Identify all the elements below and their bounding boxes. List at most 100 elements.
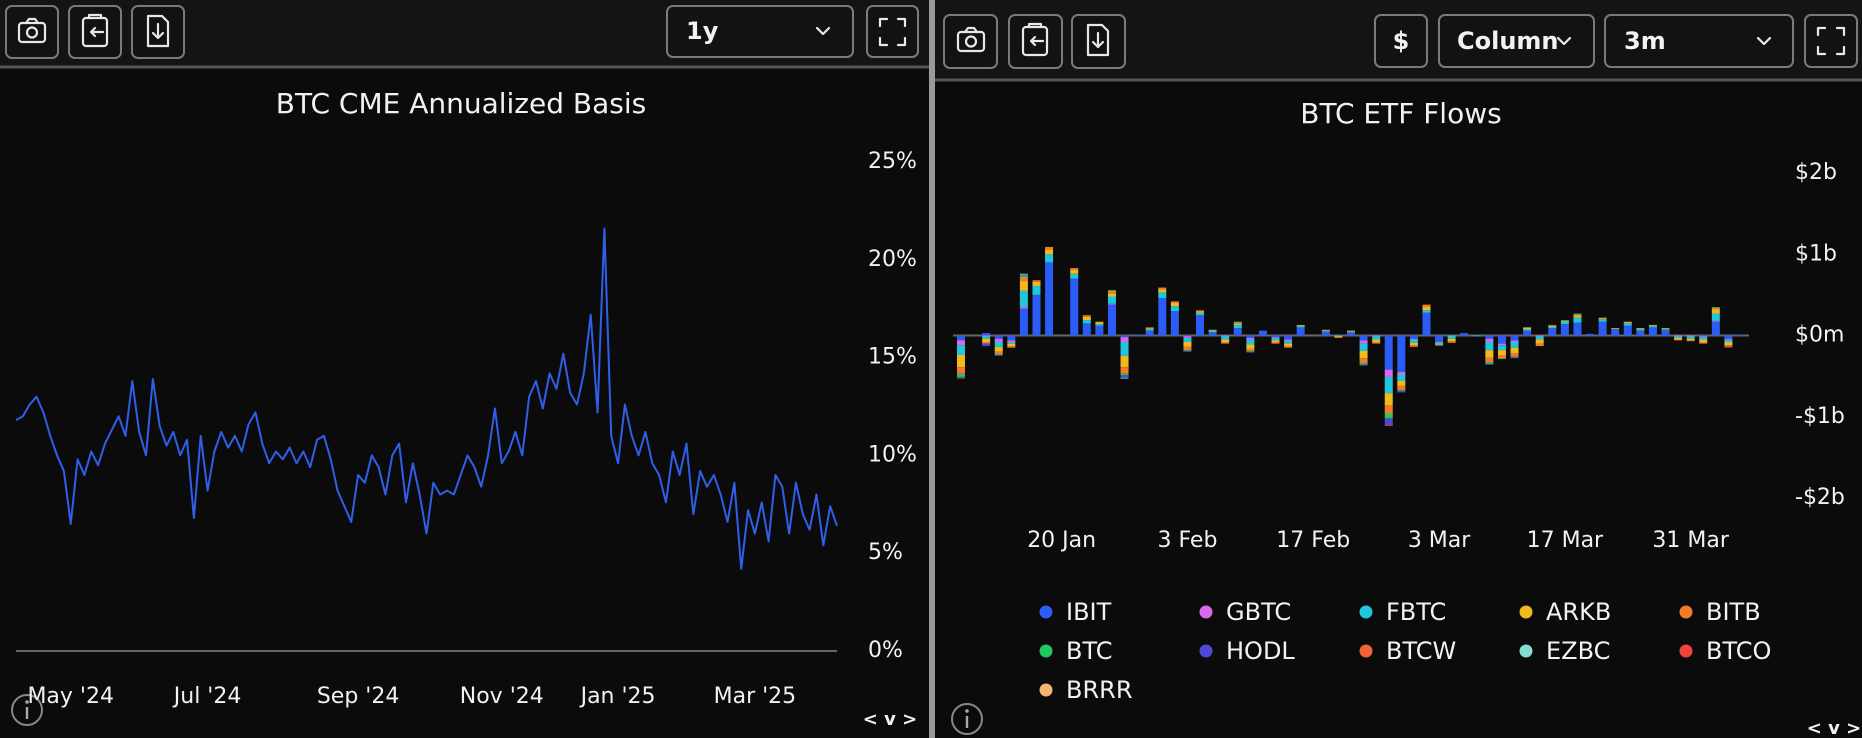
bar-segment (1347, 330, 1355, 332)
bar-segment (1560, 320, 1569, 321)
bar-segment (1636, 328, 1645, 329)
fullscreen-button[interactable] (1804, 14, 1858, 68)
bar-segment (1510, 347, 1519, 354)
bar-segment (1183, 335, 1192, 337)
legend-label: BRRR (1066, 676, 1133, 704)
bar-segment (1120, 377, 1129, 379)
bar-segment (1497, 343, 1506, 346)
bar-segment (1095, 322, 1104, 325)
bar-segment (1208, 329, 1217, 331)
bar-segment (1221, 335, 1230, 337)
bar-segment (1510, 357, 1519, 359)
bar-segment (1485, 362, 1494, 364)
bar-segment (1397, 335, 1406, 373)
bar-segment (1120, 355, 1129, 368)
bar-segment (1636, 330, 1645, 336)
x-tick-label: Mar '25 (714, 684, 797, 709)
bar-segment (1158, 289, 1167, 293)
bar-segment (1082, 315, 1091, 317)
bar-segment (1359, 340, 1368, 344)
camera-button[interactable] (5, 5, 59, 59)
bar-segment (1334, 336, 1343, 338)
bar-segment (1271, 337, 1280, 341)
bar-segment (1082, 316, 1091, 321)
bar-segment (1007, 340, 1016, 342)
range-dropdown[interactable]: 3m (1604, 14, 1794, 68)
y-tick-label: $2b (1795, 160, 1837, 185)
copy-button[interactable] (68, 5, 122, 59)
legend-label: ARKB (1546, 598, 1611, 626)
legend-marker (1359, 605, 1373, 619)
bar-segment (1296, 327, 1305, 336)
y-tick-label: -$1b (1795, 404, 1845, 429)
fullscreen-button[interactable] (866, 5, 919, 58)
bar-segment (1233, 328, 1242, 336)
bar-segment (1120, 337, 1129, 342)
bar-segment (1045, 249, 1054, 255)
bar-segment (1372, 339, 1381, 342)
nav-toggle[interactable]: < v > (863, 709, 917, 730)
bar-segment (1359, 358, 1368, 364)
legend-marker (1039, 605, 1053, 619)
bar-segment (1246, 344, 1255, 349)
bar-segment (1611, 329, 1620, 336)
legend-label: BTC (1066, 637, 1112, 665)
bar-segment (1711, 321, 1720, 336)
currency-button[interactable]: $ (1374, 14, 1428, 68)
bar-segment (1196, 310, 1205, 312)
bar-segment (1686, 340, 1695, 342)
bar-segment (1019, 290, 1028, 308)
chart-style-value: Column (1457, 27, 1559, 55)
bar-segment (1032, 281, 1041, 286)
bar-segment (1535, 335, 1544, 337)
info-icon[interactable] (951, 703, 983, 735)
bar-segment (1661, 329, 1670, 330)
range-dropdown[interactable]: 1y (666, 5, 854, 58)
bar-segment (1623, 323, 1632, 326)
bar-segment (1271, 342, 1280, 344)
download-button[interactable] (1071, 14, 1126, 69)
bar-segment (1384, 424, 1393, 426)
bar-segment (1359, 364, 1368, 366)
bar-segment (1019, 277, 1028, 282)
bar-segment (1284, 339, 1293, 342)
bar-segment (1120, 335, 1129, 338)
bar-segment (1661, 329, 1670, 336)
bar-segment (1246, 335, 1255, 338)
info-icon[interactable] (11, 694, 43, 726)
bar-segment (1497, 345, 1506, 351)
bar-segment (1233, 321, 1242, 323)
bar-segment (1019, 275, 1028, 277)
bar-segment (1384, 369, 1393, 377)
bar-segment (982, 336, 991, 339)
bar-segment (982, 338, 991, 342)
copy-button[interactable] (1008, 14, 1063, 69)
bar-segment (1120, 373, 1129, 376)
bar-segment (1145, 327, 1154, 329)
bar-segment (1460, 333, 1469, 336)
bar-segment (1082, 320, 1091, 324)
bar-segment (1246, 351, 1255, 353)
bar-segment (1347, 332, 1355, 336)
bar-segment (1611, 328, 1620, 329)
bar-segment (1674, 339, 1683, 341)
bar-segment (1598, 319, 1607, 322)
bar-segment (1372, 342, 1381, 344)
y-tick-label: $1b (1795, 241, 1837, 266)
x-tick-label: Jan '25 (579, 684, 656, 709)
chart-style-dropdown[interactable]: Column (1438, 14, 1595, 68)
bar-segment (1284, 346, 1293, 348)
camera-button[interactable] (943, 14, 998, 69)
bar-segment (1145, 330, 1154, 336)
nav-toggle[interactable]: < v > (1807, 718, 1861, 738)
bar-segment (957, 376, 965, 378)
legend-label: GBTC (1226, 598, 1291, 626)
bar-segment (1422, 306, 1431, 311)
y-tick-label: 20% (868, 247, 917, 272)
legend-label: BITB (1706, 598, 1761, 626)
bar-segment (957, 367, 965, 374)
bar-segment (1196, 315, 1205, 336)
bar-segment (1435, 343, 1444, 345)
bar-segment (1019, 273, 1028, 275)
download-button[interactable] (131, 5, 185, 59)
